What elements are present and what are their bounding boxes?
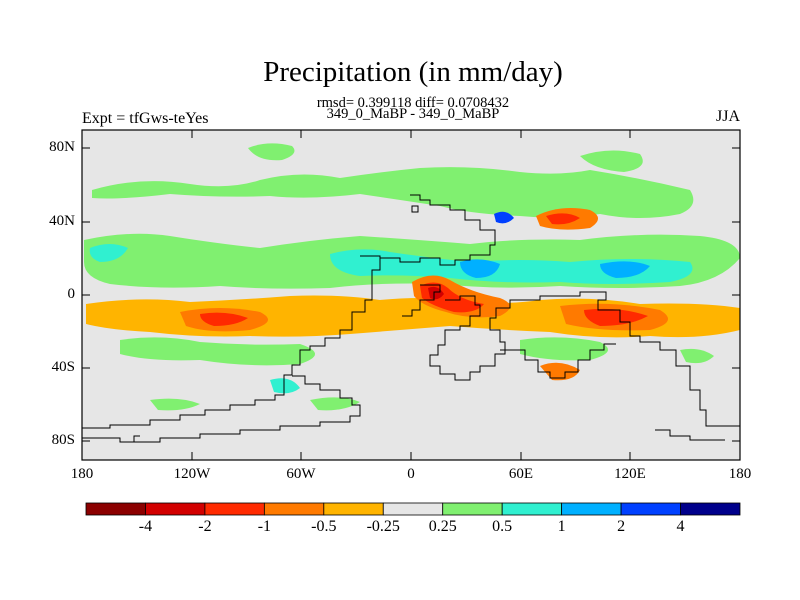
case-subtitle: 349_0_MaBP - 349_0_MaBP (326, 106, 500, 122)
lon-tick-label: 180 (70, 466, 94, 482)
lat-tick-label: 0 (67, 286, 76, 302)
lon-tick-label: 60W (286, 466, 316, 482)
stats-subtitle: rmsd= 0.399118 diff= 0.0708432 (316, 95, 510, 111)
colorbar-box (85, 502, 146, 516)
colorbar-tick-label: -0.5 (311, 518, 337, 535)
coastline (360, 255, 381, 262)
colorbar-box (561, 502, 622, 516)
colorbar-box (323, 502, 384, 516)
lon-tick-label: 120W (173, 466, 211, 482)
contour-patch (546, 213, 580, 225)
lon-tick-label: 120E (614, 466, 646, 482)
contour-patch (89, 244, 128, 262)
lat-tick-label: 80S (51, 432, 75, 448)
season-label: JJA (715, 108, 740, 125)
lon-tick-label: 0 (407, 466, 415, 482)
coastline (82, 194, 496, 429)
contour-patch (600, 261, 650, 278)
lat-tick-label: 80N (49, 139, 75, 155)
lon-tick-label: 60E (508, 466, 534, 482)
contour-patch (520, 337, 608, 361)
experiment-label: Expt = tfGws-teYes (82, 110, 209, 127)
colorbar-tick-label: 2 (617, 518, 626, 535)
contour-patch (310, 397, 360, 411)
contour-patch (680, 348, 714, 364)
precip-contours (84, 143, 740, 411)
contour-patch (92, 167, 694, 218)
coastline (411, 205, 419, 213)
coastlines (81, 194, 740, 443)
colorbar-box (442, 502, 503, 516)
lat-tick-label: 40S (51, 359, 75, 375)
tick-marks (82, 130, 740, 460)
coastline (429, 291, 740, 427)
colorbar-box (620, 502, 681, 516)
coastline (82, 375, 361, 443)
contour-patch (248, 143, 295, 161)
contour-patch (494, 211, 514, 224)
contour-patch (200, 312, 248, 326)
colorbar-box (382, 502, 444, 516)
colorbar-tick-label: 1 (557, 518, 566, 535)
map-panel (81, 129, 741, 461)
coastline (655, 429, 725, 441)
contour-patch (270, 378, 300, 394)
colorbar-box (263, 502, 325, 516)
colorbar-tick-label: 0.25 (428, 518, 457, 535)
lat-tick-label: 40N (49, 213, 75, 229)
colorbar-box (680, 502, 741, 516)
coastline (133, 435, 140, 442)
colorbar (85, 502, 741, 516)
colorbar-tick-label: -0.25 (366, 518, 400, 535)
colorbar-box (145, 502, 206, 516)
contour-patch (460, 259, 500, 278)
contour-patch (120, 337, 315, 366)
colorbar-tick-label: 4 (676, 518, 685, 535)
coastline (402, 284, 441, 317)
colorbar-tick-label: 0.5 (492, 518, 513, 535)
colorbar-tick-label: -4 (138, 518, 153, 535)
contour-patch (150, 398, 200, 411)
colorbar-box (204, 502, 265, 516)
lon-tick-label: 180 (728, 466, 752, 482)
coastline (500, 343, 616, 379)
contour-patch (580, 150, 643, 172)
colorbar-tick-label: -2 (198, 518, 212, 535)
contour-patch (584, 308, 648, 326)
chart-title: Precipitation (in mm/day) (263, 56, 563, 88)
colorbar-tick-label: -1 (257, 518, 272, 535)
colorbar-box (501, 502, 563, 516)
